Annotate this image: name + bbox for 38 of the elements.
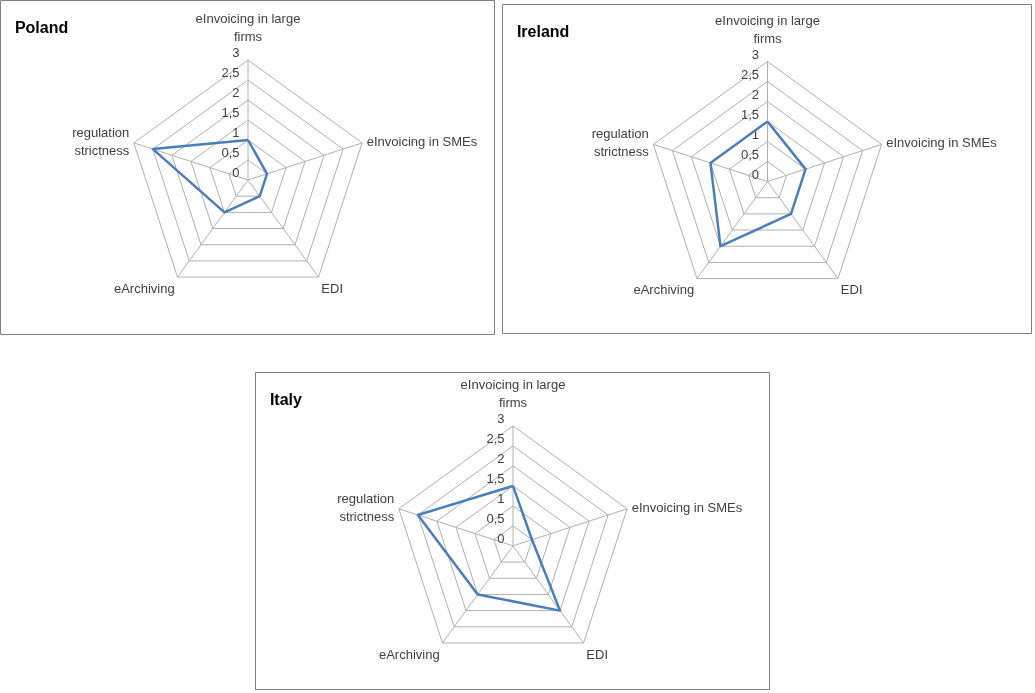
- spoke-label: EDI: [321, 280, 344, 296]
- spoke-label: regulation strictness: [72, 124, 130, 158]
- y-tick-label: 0,5: [486, 511, 505, 527]
- spoke-label: eArchiving: [378, 646, 440, 662]
- spoke-label: eInvoicing in large firms: [460, 377, 566, 411]
- spoke-label: EDI: [586, 646, 609, 662]
- y-tick-label: 1: [497, 491, 505, 507]
- y-tick-label: 1,5: [221, 105, 240, 121]
- y-tick-label: 2,5: [741, 66, 760, 82]
- y-tick-label: 2: [497, 451, 505, 467]
- y-tick-label: 2: [751, 86, 760, 102]
- y-tick-label: 1,5: [486, 471, 505, 487]
- spoke-label: eInvoicing in large firms: [195, 11, 301, 45]
- chart-title: Ireland: [516, 22, 570, 40]
- y-tick-label: 1: [232, 125, 240, 141]
- y-tick-label: 3: [497, 411, 505, 427]
- y-tick-label: 3: [232, 45, 240, 61]
- y-tick-label: 0,5: [221, 145, 240, 161]
- y-tick-label: 3: [751, 46, 760, 62]
- y-tick-label: 1,5: [741, 106, 760, 122]
- y-tick-label: 0: [751, 166, 760, 182]
- spoke-label: regulation strictness: [337, 490, 395, 524]
- y-tick-label: 0: [232, 165, 240, 181]
- spoke-label: eInvoicing in SMEs: [886, 135, 998, 151]
- spoke-label: eInvoicing in SMEs: [366, 133, 478, 149]
- spoke-label: eInvoicing in SMEs: [631, 499, 743, 515]
- y-tick-label: 0: [497, 531, 505, 547]
- spoke-label: eArchiving: [113, 280, 175, 296]
- spoke-label: regulation strictness: [591, 126, 650, 160]
- y-tick-label: 2: [232, 85, 240, 101]
- chart-title: Poland: [14, 18, 69, 36]
- y-tick-label: 0,5: [741, 146, 760, 162]
- text: Italy: [269, 390, 303, 408]
- y-tick-label: 2,5: [486, 431, 505, 447]
- spoke-label: eInvoicing in large firms: [715, 12, 820, 46]
- spoke-label: eArchiving: [633, 282, 695, 298]
- y-tick-label: 2,5: [221, 65, 240, 81]
- spoke-label: EDI: [840, 282, 863, 298]
